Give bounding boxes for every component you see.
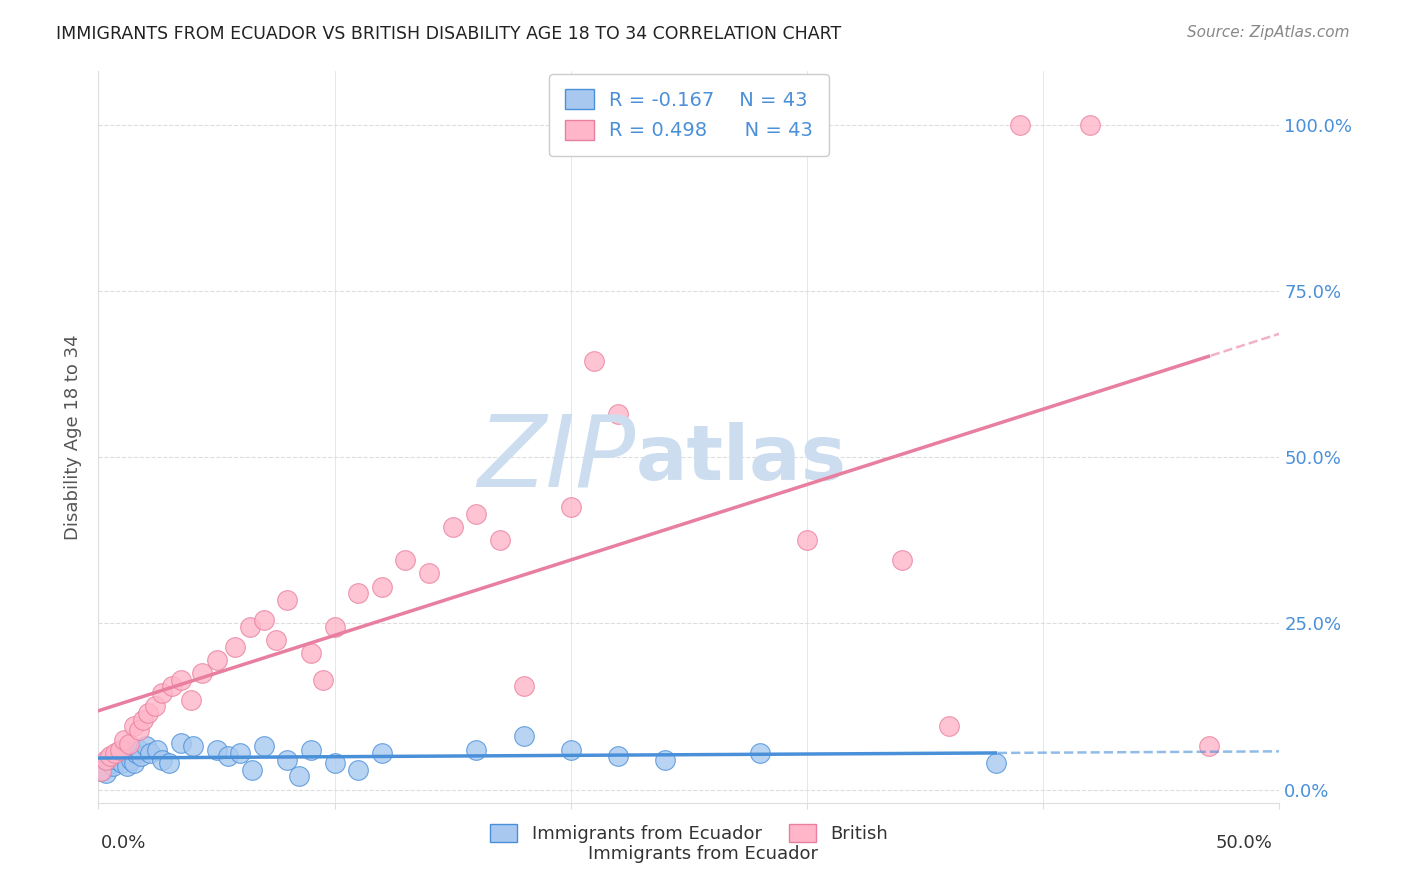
Point	[205, 653, 228, 667]
Text: atlas: atlas	[636, 422, 846, 496]
Point	[489, 533, 512, 548]
Point	[984, 756, 1007, 770]
Point	[323, 619, 346, 633]
Point	[465, 742, 488, 756]
Point	[224, 640, 246, 654]
Point	[136, 706, 159, 720]
Point	[90, 764, 112, 778]
Point	[560, 500, 582, 514]
Point	[146, 742, 169, 756]
Point	[607, 749, 630, 764]
Legend: Immigrants from Ecuador, British: Immigrants from Ecuador, British	[481, 815, 897, 852]
Point	[150, 753, 173, 767]
Point	[371, 746, 394, 760]
Point	[299, 646, 322, 660]
Point	[139, 746, 162, 760]
Point	[607, 407, 630, 421]
Point	[101, 759, 124, 773]
Point	[1198, 739, 1220, 754]
Text: 50.0%: 50.0%	[1216, 834, 1272, 852]
Point	[170, 673, 193, 687]
Point	[181, 739, 204, 754]
Point	[121, 753, 143, 767]
Point	[323, 756, 346, 770]
Text: ZIP: ZIP	[478, 410, 636, 508]
Text: Immigrants from Ecuador: Immigrants from Ecuador	[588, 846, 818, 863]
Point	[150, 686, 173, 700]
Point	[371, 580, 394, 594]
Point	[276, 753, 298, 767]
Point	[132, 713, 155, 727]
Point	[288, 769, 311, 783]
Point	[441, 520, 464, 534]
Point	[112, 732, 135, 747]
Point	[512, 680, 534, 694]
Point	[512, 729, 534, 743]
Point	[94, 765, 117, 780]
Text: 0.0%: 0.0%	[101, 834, 146, 852]
Point	[108, 746, 131, 760]
Point	[890, 553, 912, 567]
Point	[157, 756, 180, 770]
Point	[112, 742, 135, 756]
Point	[98, 749, 121, 764]
Point	[217, 749, 239, 764]
Point	[253, 613, 276, 627]
Point	[239, 619, 262, 633]
Point	[94, 753, 117, 767]
Point	[465, 507, 488, 521]
Point	[97, 753, 120, 767]
Point	[91, 763, 114, 777]
Point	[1008, 118, 1031, 132]
Point	[129, 749, 152, 764]
Point	[170, 736, 193, 750]
Point	[583, 353, 606, 368]
Point	[205, 742, 228, 756]
Point	[1080, 118, 1102, 132]
Point	[180, 692, 202, 706]
Y-axis label: Disability Age 18 to 34: Disability Age 18 to 34	[65, 334, 83, 540]
Point	[143, 699, 166, 714]
Point	[253, 739, 276, 754]
Point	[394, 553, 416, 567]
Point	[98, 756, 121, 770]
Point	[135, 739, 157, 754]
Point	[796, 533, 818, 548]
Point	[748, 746, 770, 760]
Point	[118, 737, 141, 751]
Point	[347, 763, 370, 777]
Point	[938, 719, 960, 733]
Point	[240, 763, 263, 777]
Text: Source: ZipAtlas.com: Source: ZipAtlas.com	[1187, 25, 1350, 40]
Point	[347, 586, 370, 600]
Point	[104, 746, 127, 760]
Point	[108, 742, 131, 756]
Point	[299, 742, 322, 756]
Point	[264, 632, 287, 647]
Point	[654, 753, 676, 767]
Point	[560, 742, 582, 756]
Point	[128, 723, 150, 737]
Point	[276, 593, 298, 607]
Point	[104, 749, 127, 764]
Text: IMMIGRANTS FROM ECUADOR VS BRITISH DISABILITY AGE 18 TO 34 CORRELATION CHART: IMMIGRANTS FROM ECUADOR VS BRITISH DISAB…	[56, 25, 841, 43]
Point	[128, 742, 150, 756]
Point	[160, 680, 183, 694]
Point	[191, 666, 214, 681]
Point	[125, 746, 148, 760]
Point	[115, 759, 138, 773]
Point	[312, 673, 335, 687]
Point	[122, 756, 145, 770]
Point	[118, 746, 141, 760]
Point	[229, 746, 252, 760]
Point	[105, 753, 128, 767]
Point	[418, 566, 440, 581]
Point	[90, 764, 112, 778]
Point	[122, 719, 145, 733]
Point	[111, 756, 134, 770]
